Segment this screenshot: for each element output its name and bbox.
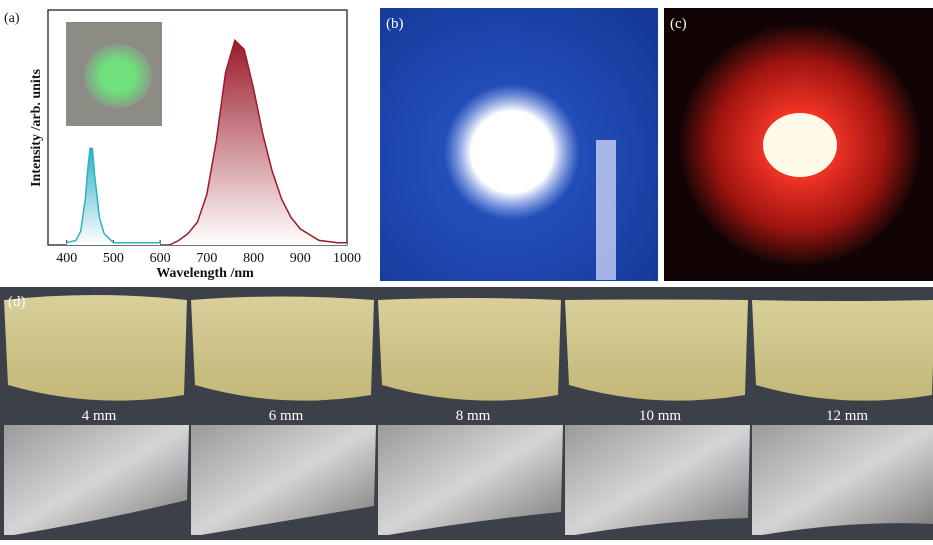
light-spot (763, 113, 837, 177)
tissue-photo (4, 295, 187, 401)
thickness-label: 12 mm (826, 408, 868, 424)
thickness-label: 4 mm (82, 408, 117, 424)
tissue-photo (565, 300, 748, 401)
thickness-label: 10 mm (639, 408, 681, 424)
x-tick-label: 1000 (333, 251, 361, 266)
panel-label: (d) (8, 294, 26, 310)
transmission-photo (565, 425, 750, 535)
x-tick-label: 900 (290, 251, 311, 266)
panel-label: (a) (4, 11, 20, 26)
photo-d: 4 mm 6 mm 8 mm 10 mm 12 mm (0, 287, 933, 540)
tissue-photo (191, 297, 374, 401)
y-axis-label: Intensity /arb. units (29, 69, 44, 187)
x-tick-label: 600 (150, 251, 171, 266)
thickness-label: 8 mm (456, 408, 491, 424)
light-spot (444, 84, 580, 220)
glass-edge (596, 140, 616, 280)
x-axis-label: Wavelength /nm (156, 266, 254, 281)
panel-label: (b) (386, 16, 404, 32)
x-tick-label: 400 (56, 251, 77, 266)
thickness-label: 6 mm (269, 408, 304, 424)
panel-label: (c) (670, 16, 687, 32)
tissue-photo (752, 300, 933, 401)
x-tick-label: 500 (103, 251, 124, 266)
x-tick-label: 700 (196, 251, 217, 266)
x-tick-label: 800 (243, 251, 264, 266)
figure: (a) Wavelength /nm Intensity /arb. units… (0, 0, 933, 540)
transmission-photo (752, 425, 933, 535)
green-spot (84, 44, 152, 108)
tissue-photo (378, 298, 561, 401)
